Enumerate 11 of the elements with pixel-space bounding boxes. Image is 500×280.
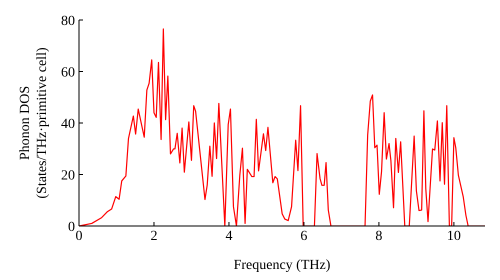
x-tick-label: 8 — [375, 228, 382, 244]
y-tick-label: 60 — [61, 65, 75, 80]
y-tick-label: 40 — [61, 116, 75, 132]
y-axis-title: Phonon DOS (States/THz·primitive cell) — [18, 47, 50, 199]
x-tick-label: 4 — [225, 228, 232, 244]
x-tick-label: 2 — [150, 228, 158, 244]
x-tick-label: 10 — [446, 228, 461, 244]
x-tick-label: 6 — [300, 228, 308, 244]
x-axis-title: Frequency (THz) — [234, 258, 331, 273]
y-tick-label: 80 — [61, 14, 75, 29]
y-tick-label: 20 — [61, 168, 75, 184]
